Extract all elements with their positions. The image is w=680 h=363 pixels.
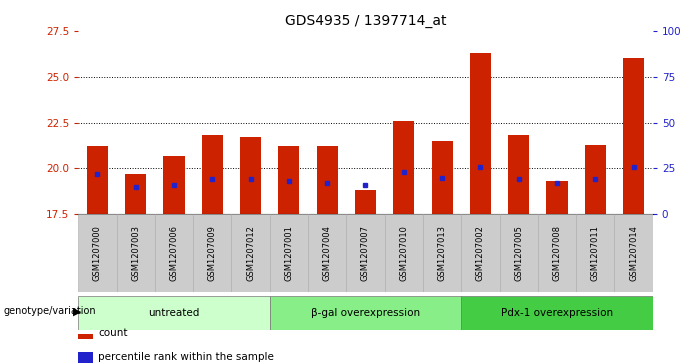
Bar — [423, 214, 461, 292]
Text: GSM1207008: GSM1207008 — [553, 225, 562, 281]
Bar — [461, 214, 500, 292]
Text: GSM1207012: GSM1207012 — [246, 225, 255, 281]
Bar — [508, 135, 529, 214]
Text: GSM1207013: GSM1207013 — [438, 225, 447, 281]
Bar — [432, 141, 453, 214]
Text: GSM1207000: GSM1207000 — [93, 225, 102, 281]
Bar — [615, 214, 653, 292]
Text: genotype/variation: genotype/variation — [3, 306, 96, 316]
Text: GSM1207001: GSM1207001 — [284, 225, 293, 281]
Bar — [470, 53, 491, 214]
Bar — [385, 214, 423, 292]
Bar — [240, 137, 261, 214]
Bar — [346, 214, 385, 292]
Text: GSM1207004: GSM1207004 — [323, 225, 332, 281]
Text: GSM1207010: GSM1207010 — [399, 225, 408, 281]
Bar — [317, 146, 338, 214]
Text: count: count — [99, 328, 128, 338]
Bar — [270, 214, 308, 292]
Text: ▶: ▶ — [73, 306, 82, 316]
Text: GSM1207006: GSM1207006 — [169, 225, 178, 281]
Bar — [500, 214, 538, 292]
Bar — [87, 146, 108, 214]
Bar — [78, 296, 270, 330]
Bar — [193, 214, 231, 292]
Text: β-gal overexpression: β-gal overexpression — [311, 308, 420, 318]
Title: GDS4935 / 1397714_at: GDS4935 / 1397714_at — [285, 15, 446, 28]
Text: GSM1207009: GSM1207009 — [208, 225, 217, 281]
Text: percentile rank within the sample: percentile rank within the sample — [99, 352, 274, 362]
Text: GSM1207007: GSM1207007 — [361, 225, 370, 281]
Bar — [270, 296, 461, 330]
Bar — [163, 155, 184, 214]
Text: GSM1207011: GSM1207011 — [591, 225, 600, 281]
Bar — [308, 214, 346, 292]
Text: GSM1207003: GSM1207003 — [131, 225, 140, 281]
Text: GSM1207002: GSM1207002 — [476, 225, 485, 281]
Bar — [538, 214, 576, 292]
Bar — [231, 214, 270, 292]
Bar — [576, 214, 615, 292]
Bar — [461, 296, 653, 330]
Bar — [116, 214, 155, 292]
Bar — [78, 214, 116, 292]
Bar — [125, 174, 146, 214]
Text: Pdx-1 overexpression: Pdx-1 overexpression — [501, 308, 613, 318]
Bar — [155, 214, 193, 292]
Bar — [278, 146, 299, 214]
Text: untreated: untreated — [148, 308, 200, 318]
Text: GSM1207014: GSM1207014 — [629, 225, 638, 281]
Bar — [585, 144, 606, 214]
Bar — [355, 190, 376, 214]
Bar — [393, 121, 414, 214]
Bar — [547, 181, 568, 214]
Bar — [202, 135, 223, 214]
Bar — [78, 328, 92, 339]
Bar — [623, 58, 644, 214]
Text: GSM1207005: GSM1207005 — [514, 225, 523, 281]
Bar — [78, 352, 92, 363]
